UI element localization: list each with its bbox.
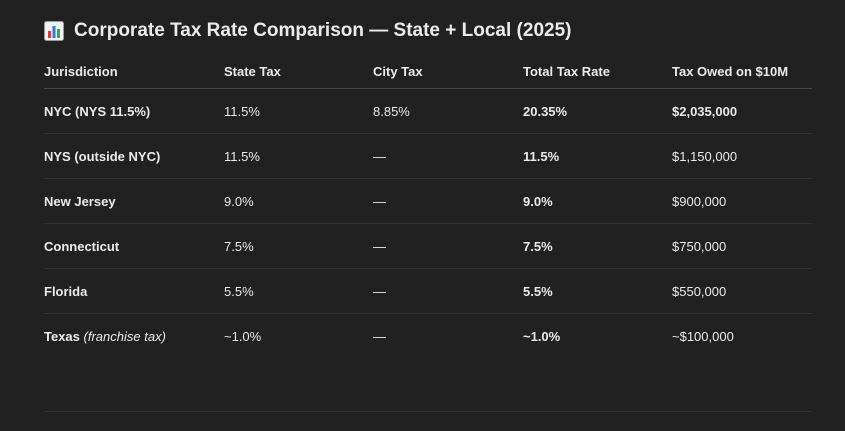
cell-jurisdiction: NYS (outside NYC) (44, 133, 224, 179)
cell-total-rate: 9.0% (523, 178, 672, 224)
cell-city-tax: 8.85% (373, 88, 523, 134)
table-row: New Jersey 9.0% — 9.0% $900,000 (44, 178, 812, 224)
page-title: Corporate Tax Rate Comparison — State + … (44, 20, 571, 42)
table-row: NYC (NYS 11.5%) 11.5% 8.85% 20.35% $2,03… (44, 88, 812, 134)
cell-total-rate: 20.35% (523, 88, 672, 134)
table-row: Texas (franchise tax) ~1.0% — ~1.0% ~$10… (44, 314, 812, 359)
column-header-state-tax: State Tax (224, 54, 373, 89)
tax-comparison-table: Jurisdiction State Tax City Tax Total Ta… (44, 54, 812, 358)
jurisdiction-name: Texas (44, 328, 80, 344)
table-row: Connecticut 7.5% — 7.5% $750,000 (44, 223, 812, 269)
cell-jurisdiction: NYC (NYS 11.5%) (44, 88, 224, 134)
cell-tax-owed: $750,000 (672, 223, 812, 269)
cell-city-tax: — (373, 178, 523, 224)
column-header-jurisdiction: Jurisdiction (44, 54, 224, 89)
cell-city-tax: — (373, 223, 523, 269)
jurisdiction-name: NYC (NYS 11.5%) (44, 103, 151, 119)
cell-state-tax: 11.5% (224, 88, 373, 134)
jurisdiction-name: New Jersey (44, 193, 116, 209)
table-row: Florida 5.5% — 5.5% $550,000 (44, 268, 812, 314)
table-header-row: Jurisdiction State Tax City Tax Total Ta… (44, 54, 812, 89)
bottom-divider (44, 411, 812, 412)
cell-state-tax: ~1.0% (224, 328, 262, 344)
cell-jurisdiction: New Jersey (44, 178, 224, 224)
cell-state-tax: 5.5% (224, 268, 373, 314)
column-header-total-rate: Total Tax Rate (523, 54, 672, 89)
cell-tax-owed: $900,000 (672, 178, 812, 224)
cell-tax-owed: ~$100,000 (672, 328, 734, 344)
column-header-city-tax: City Tax (373, 54, 523, 89)
jurisdiction-note: (franchise tax) (83, 328, 166, 344)
table-row: NYS (outside NYC) 11.5% — 11.5% $1,150,0… (44, 133, 812, 179)
cell-tax-owed: $550,000 (672, 268, 812, 314)
bar-chart-icon (44, 21, 64, 41)
cell-total-rate: 11.5% (523, 133, 672, 179)
jurisdiction-name: Florida (44, 283, 88, 299)
cell-jurisdiction: Connecticut (44, 223, 224, 269)
cell-state-tax: 11.5% (224, 133, 373, 179)
cell-total-rate: 7.5% (523, 223, 672, 269)
column-header-tax-owed: Tax Owed on $10M (672, 54, 812, 89)
cell-state-tax: 7.5% (224, 223, 373, 269)
cell-total-rate: 5.5% (523, 268, 672, 314)
cell-jurisdiction: Florida (44, 268, 224, 314)
cell-total-rate: ~1.0% (523, 328, 561, 344)
cell-jurisdiction: Texas (franchise tax) (44, 314, 224, 359)
page-title-text: Corporate Tax Rate Comparison — State + … (74, 20, 572, 41)
cell-city-tax: — (373, 133, 523, 179)
jurisdiction-name: NYS (outside NYC) (44, 148, 161, 164)
cell-city-tax: — (373, 268, 523, 314)
cell-tax-owed: $1,150,000 (672, 133, 812, 179)
cell-city-tax: — (373, 328, 386, 344)
cell-state-tax: 9.0% (224, 178, 373, 224)
cell-tax-owed: $2,035,000 (672, 88, 812, 134)
jurisdiction-name: Connecticut (44, 238, 120, 254)
